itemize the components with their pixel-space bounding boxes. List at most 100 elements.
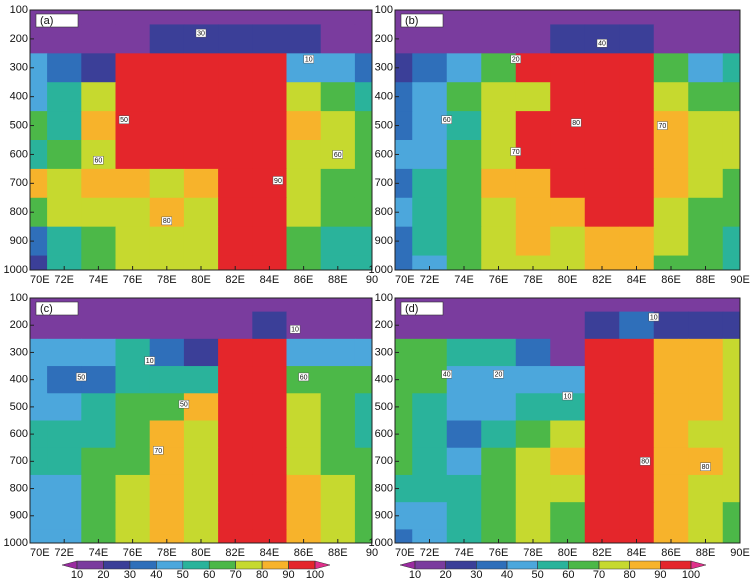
field-cell (584, 10, 620, 25)
field-cell (183, 226, 219, 257)
field-cell (412, 338, 448, 367)
field-cell (481, 111, 517, 141)
x-tick-label: 90E (730, 274, 750, 286)
field-cell (252, 420, 287, 449)
field-cell (149, 10, 185, 25)
field-cell (481, 10, 517, 25)
field-cell (286, 10, 322, 25)
field-cell (481, 226, 517, 257)
contour-label: 60 (443, 117, 451, 124)
x-tick-label: 72E (54, 274, 74, 286)
colorbar-label: 80 (624, 569, 636, 580)
field-cell (183, 447, 219, 476)
field-cell (115, 197, 151, 228)
field-cell (412, 255, 448, 270)
field-cell (354, 140, 372, 170)
field-cell (320, 53, 356, 83)
x-tick-label: 90 (366, 274, 378, 286)
field (30, 298, 372, 543)
field-cell (81, 366, 116, 394)
panel-label-box (400, 301, 444, 316)
field-cell (115, 366, 151, 394)
field-cell (354, 420, 372, 449)
field-cell (584, 111, 620, 141)
field-cell (149, 82, 185, 112)
field-cell (218, 140, 253, 170)
field-cell (320, 111, 356, 141)
field-cell (481, 447, 517, 476)
y-tick-label: 700 (10, 455, 28, 467)
field-cell (446, 82, 482, 112)
y-tick-label: 500 (375, 401, 393, 413)
y-tick-label: 400 (10, 91, 28, 103)
field-cell (515, 338, 551, 367)
field-cell (115, 168, 151, 199)
field-cell (252, 529, 287, 543)
field-cell (722, 111, 740, 141)
colorbar-segment (476, 560, 508, 570)
field-cell (320, 311, 356, 340)
field-cell (619, 420, 655, 449)
contour-label-box (153, 446, 164, 455)
field-cell (81, 393, 116, 421)
colorbar-label: 60 (562, 569, 574, 580)
field-cell (653, 502, 689, 530)
field-cell (286, 474, 322, 503)
x-tick-label: 82E (592, 547, 612, 559)
field-cell (446, 298, 482, 313)
field-cell (550, 338, 586, 367)
colorbar-segment (235, 560, 263, 570)
contour-label-box (303, 54, 314, 64)
contour-label-box (195, 28, 207, 38)
field-cell (81, 197, 116, 228)
field-cell (354, 474, 372, 503)
contour-label: 20 (495, 372, 503, 379)
field-cell (550, 366, 586, 394)
y-tick-label: 100 (10, 292, 28, 304)
field-cell (183, 24, 219, 54)
y-tick-label: 100 (10, 4, 28, 16)
colorbar-arrow (314, 560, 331, 570)
x-tick-label: 78E (523, 274, 543, 286)
field-cell (47, 502, 82, 530)
field-cell (183, 338, 219, 367)
y-tick-label: 800 (375, 482, 393, 494)
field-cell (395, 447, 413, 476)
contour-label-box (700, 462, 711, 471)
field-cell (550, 255, 586, 270)
field-cell (354, 111, 372, 141)
colorbar-segment (506, 560, 538, 570)
x-tick-label: 84E (260, 547, 280, 559)
field-cell (722, 502, 740, 530)
field-cell (81, 311, 116, 340)
field-cell (252, 298, 287, 313)
y-tick-label: 700 (375, 455, 393, 467)
field-cell (446, 338, 482, 367)
contour-label: 70 (154, 448, 162, 455)
field-cell (446, 529, 482, 543)
field-cell (515, 53, 551, 83)
contour-label: 10 (146, 358, 154, 365)
field-cell (619, 529, 655, 543)
field-cell (30, 168, 48, 199)
field-cell (481, 311, 517, 340)
field-cell (286, 255, 322, 270)
y-tick-label: 300 (10, 346, 28, 358)
field-cell (218, 298, 253, 313)
x-tick-label: 72E (420, 274, 440, 286)
y-tick-label: 600 (10, 148, 28, 160)
field-cell (149, 393, 185, 421)
field-cell (550, 420, 586, 449)
field-cell (550, 140, 586, 170)
x-tick-label: 86E (294, 274, 314, 286)
field-cell (252, 393, 287, 421)
field-cell (47, 338, 82, 367)
field-cell (653, 197, 689, 228)
field-cell (320, 168, 356, 199)
field-cell (619, 140, 655, 170)
colorbar-arrow (399, 560, 416, 570)
field-cell (688, 226, 724, 257)
field-cell (395, 53, 413, 83)
contour-label-box (596, 39, 608, 48)
